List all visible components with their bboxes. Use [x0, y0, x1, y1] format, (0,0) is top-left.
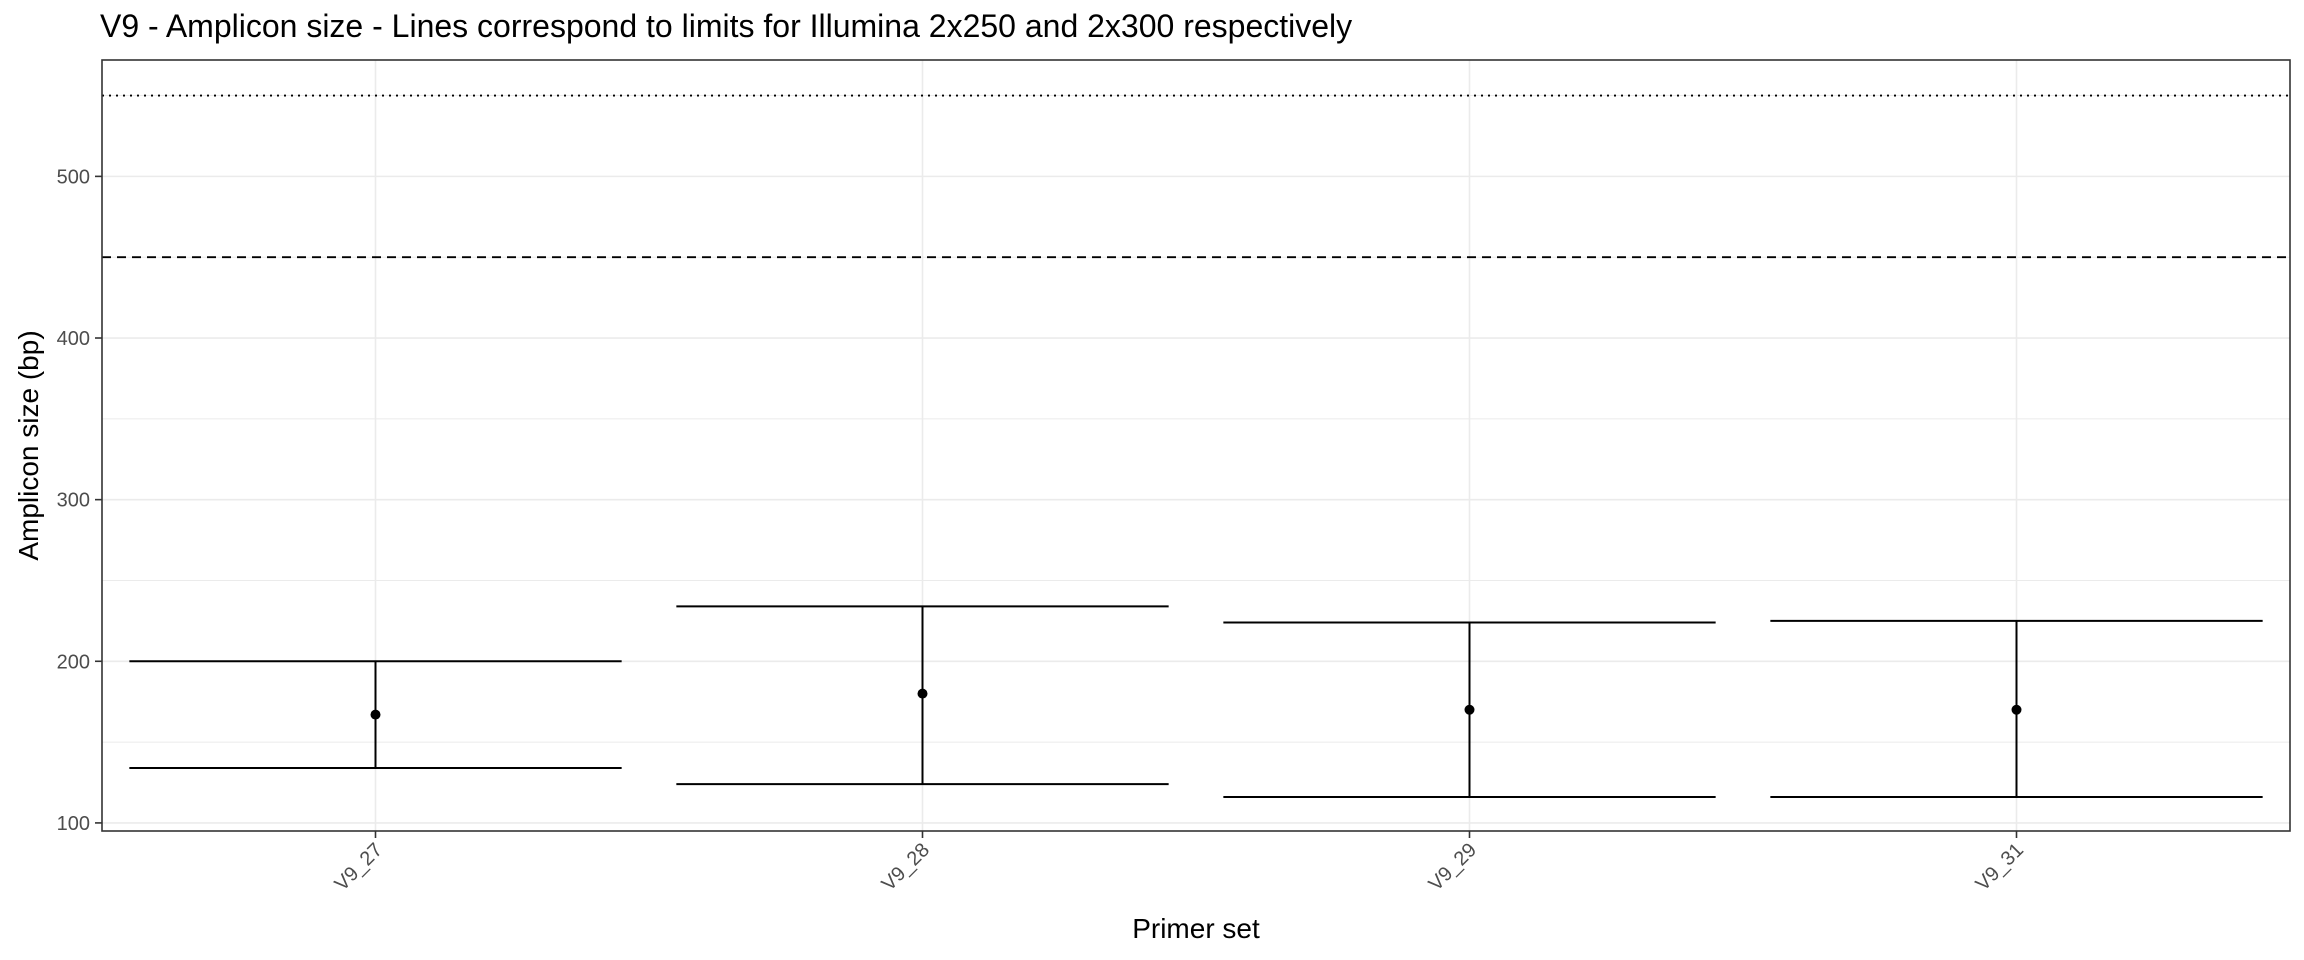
x-axis-title: Primer set: [1132, 913, 1260, 944]
x-axis: V9_27 V9_28 V9_29 V9_31: [331, 831, 2028, 895]
y-tick-label: 300: [57, 490, 90, 512]
y-tick-label: 100: [57, 813, 90, 835]
y-axis: 100 200 300 400 500: [57, 166, 102, 835]
mean-point: [2011, 704, 2022, 715]
x-tick-label: V9_28: [878, 839, 934, 895]
grid-layer: [102, 60, 2290, 831]
y-axis-title: Amplicon size (bp): [13, 330, 44, 560]
mean-point: [370, 709, 381, 720]
mean-point: [917, 688, 928, 699]
x-tick-label: V9_27: [331, 839, 387, 895]
error-bars: [129, 605, 2263, 799]
y-tick-label: 500: [57, 166, 90, 188]
panel-border: [101, 59, 2291, 832]
y-tick-label: 200: [57, 651, 90, 673]
chart-title: V9 - Amplicon size - Lines correspond to…: [100, 8, 1353, 44]
x-tick-label: V9_31: [1972, 839, 2028, 895]
mean-point: [1464, 704, 1475, 715]
reference-lines: [102, 94, 2290, 259]
y-tick-label: 400: [57, 328, 90, 350]
x-tick-label: V9_29: [1425, 839, 1481, 895]
